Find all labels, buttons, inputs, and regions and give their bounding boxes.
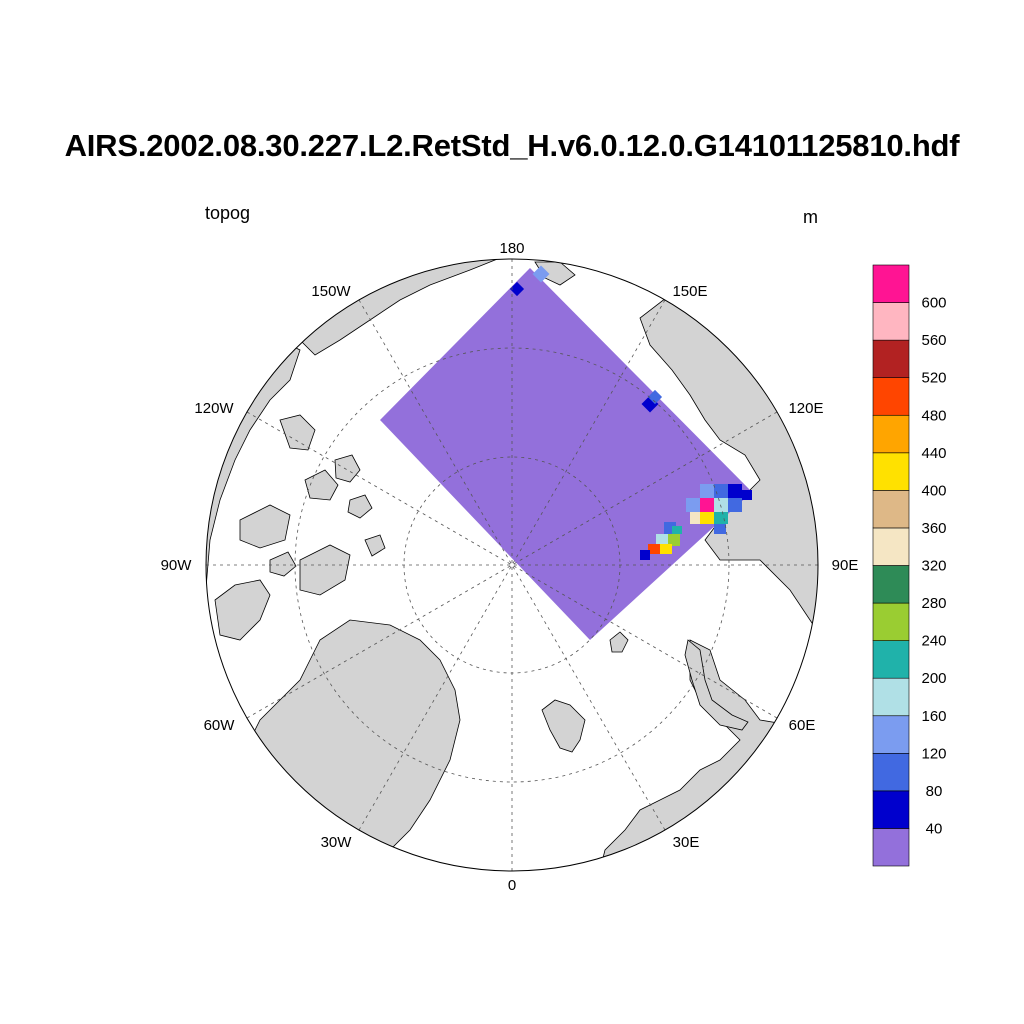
cell-13: [690, 512, 700, 524]
plot-title: AIRS.2002.08.30.227.L2.RetStd_H.v6.0.12.…: [64, 128, 960, 163]
lon-label-60e: 60E: [789, 717, 816, 734]
land-baffin: [214, 579, 271, 641]
lon-label-90w: 90W: [161, 557, 193, 574]
colorbar-level-label: 520: [921, 370, 946, 387]
land-banks: [279, 414, 316, 451]
colorbar-level-label: 600: [921, 295, 946, 312]
colorbar-level-label: 200: [921, 670, 946, 687]
cell-22: [640, 550, 650, 560]
colorbar-swatch: [872, 753, 910, 792]
cell-4: [647, 389, 663, 405]
lon-label-150w: 150W: [311, 283, 351, 300]
cell-9: [714, 498, 728, 512]
colorbar-level-label: 560: [921, 332, 946, 349]
colorbar-level-label: 360: [921, 520, 946, 537]
colorbar-level-label: 320: [921, 558, 946, 575]
colorbar-swatch: [872, 302, 910, 341]
lon-label-120w: 120W: [194, 400, 234, 417]
colorbar-swatch: [872, 452, 910, 491]
units-label: m: [803, 207, 818, 227]
land-novaya-zemlya: [684, 639, 749, 731]
cell-1: [509, 281, 525, 297]
colorbar: 40 80 120 160 200 240 280 320 360 400 440 480 520 560…: [872, 264, 947, 867]
colorbar-level-label: 440: [921, 445, 946, 462]
colorbar-swatch: [872, 527, 910, 566]
cell-16: [742, 490, 752, 500]
data-cells: [509, 265, 752, 560]
colorbar-level-label: 160: [921, 708, 946, 725]
colorbar-swatch: [872, 790, 910, 829]
cell-11: [700, 512, 714, 524]
lon-label-180: 180: [499, 240, 524, 257]
colorbar-swatch: [872, 715, 910, 754]
cell-5: [700, 484, 714, 498]
cell-23: [672, 526, 682, 534]
cell-19: [668, 534, 680, 546]
colorbar-swatch: [872, 377, 910, 416]
land-ellesmere: [299, 544, 351, 596]
variable-label: topog: [205, 203, 251, 223]
graticule: [206, 259, 818, 871]
cell-14: [686, 498, 700, 512]
colorbar-level-label: 120: [921, 745, 946, 762]
colorbar-swatch: [872, 677, 910, 717]
colorbar-swatch: [872, 640, 910, 679]
lon-label-30e: 30E: [673, 834, 700, 851]
colorbar-level-label: 280: [921, 595, 946, 612]
land-svalbard: [541, 699, 586, 753]
lon-label-0: 0: [508, 877, 516, 894]
lat-circle-70: [294, 347, 730, 783]
lon-label-60w: 60W: [204, 717, 236, 734]
colorbar-level-label: 480: [921, 407, 946, 424]
cell-2: [532, 265, 550, 283]
cell-6: [714, 484, 728, 498]
cell-21: [660, 544, 672, 554]
cell-7: [728, 484, 742, 498]
lon-label-90e: 90E: [832, 557, 859, 574]
lon-label-30w: 30W: [321, 834, 353, 851]
lon-label-150e: 150E: [672, 283, 707, 300]
land-franz-josef: [609, 631, 629, 653]
cell-20: [648, 544, 660, 554]
colorbar-swatch: [872, 565, 910, 604]
lon-label-120e: 120E: [788, 400, 823, 417]
cell-18: [656, 534, 668, 546]
colorbar-level-label: 400: [921, 482, 946, 499]
land-island-5: [364, 534, 386, 557]
land-victoria: [239, 504, 291, 549]
colorbar-swatch: [872, 264, 910, 303]
colorbar-swatch: [872, 490, 910, 529]
colorbar-level-label: 40: [926, 820, 943, 837]
colorbar-swatch: [872, 828, 910, 867]
land-island-2: [334, 454, 361, 483]
cell-12: [714, 512, 728, 524]
land-island-4: [269, 551, 297, 577]
land-island-3: [347, 494, 373, 519]
cell-15: [714, 524, 726, 534]
colorbar-swatch: [872, 339, 910, 378]
colorbar-swatch: [872, 602, 910, 641]
longitude-labels: 180 150E 120E 90E 60E 30E 0 30W 60W 90W …: [161, 240, 859, 894]
colorbar-level-label: 240: [921, 633, 946, 650]
colorbar-level-label: 80: [926, 783, 943, 800]
cell-8: [700, 498, 714, 512]
colorbar-swatch: [872, 414, 910, 454]
map-border: [205, 258, 819, 872]
cell-10: [728, 498, 742, 512]
